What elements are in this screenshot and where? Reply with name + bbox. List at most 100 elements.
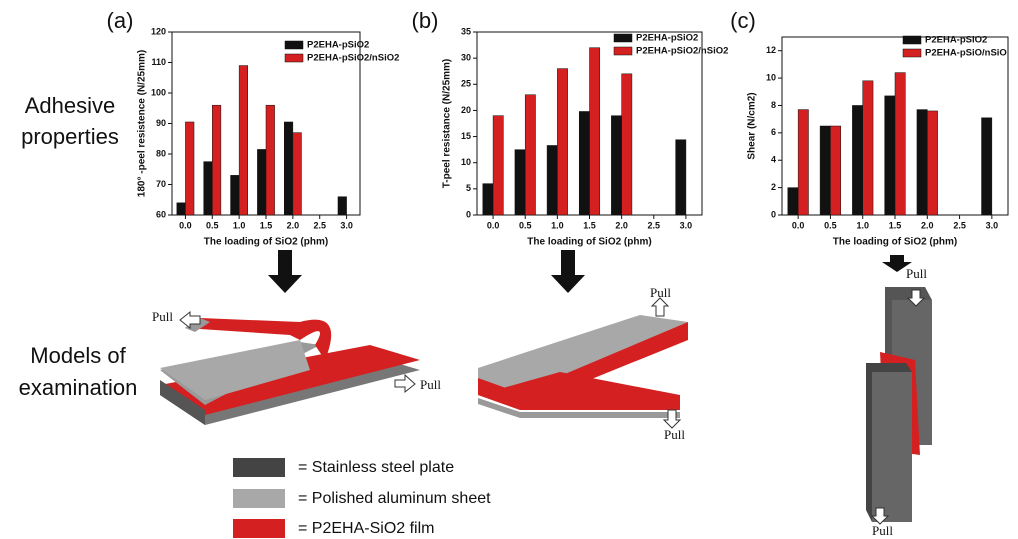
x-tick-label: 2.5: [648, 220, 661, 230]
bar: [676, 140, 686, 215]
y-tick-label: 120: [151, 26, 166, 36]
bar: [579, 111, 589, 215]
bar: [338, 197, 347, 215]
bar: [863, 81, 873, 215]
y-axis-label: T-peel resistance (N/25mm): [442, 59, 453, 189]
y-tick-label: 0: [771, 209, 776, 219]
bar: [515, 150, 525, 215]
panel-label: (c): [730, 8, 756, 33]
bar: [611, 116, 621, 215]
model-c: [866, 287, 932, 522]
y-tick-label: 80: [156, 148, 166, 158]
y-tick-label: 4: [771, 155, 776, 165]
bar: [895, 73, 905, 215]
x-tick-label: 1.5: [583, 220, 596, 230]
legend-swatch: [285, 54, 303, 62]
x-tick-label: 2.5: [313, 220, 326, 230]
y-tick-label: 90: [156, 118, 166, 128]
row-label: examination: [19, 375, 138, 400]
material-swatch: [233, 489, 285, 508]
pull-label: Pull: [420, 377, 441, 392]
x-axis-label: The loading of SiO2 (phm): [527, 237, 651, 248]
pull-label: Pull: [152, 309, 173, 324]
legend-swatch: [903, 36, 921, 44]
x-tick-label: 3.0: [986, 220, 999, 230]
model-b: [478, 315, 688, 418]
y-tick-label: 15: [461, 131, 471, 141]
bar: [231, 175, 240, 215]
y-tick-label: 12: [766, 45, 776, 55]
row-label: properties: [21, 124, 119, 149]
bar: [885, 96, 895, 215]
y-axis-label: 180° -peel resistence (N/25mm): [137, 50, 148, 197]
material-swatch: [233, 519, 285, 538]
bar: [493, 116, 503, 215]
bar: [982, 118, 992, 215]
x-tick-label: 1.0: [233, 220, 246, 230]
bar: [284, 122, 293, 215]
bar: [177, 203, 186, 215]
pull-label: Pull: [906, 266, 927, 281]
bar: [204, 162, 213, 215]
pull-label: Pull: [664, 427, 685, 442]
figure: Adhesive properties Models of examinatio…: [0, 0, 1018, 539]
bar: [212, 105, 221, 215]
y-tick-label: 35: [461, 26, 471, 36]
x-tick-label: 3.0: [340, 220, 353, 230]
x-tick-label: 0.5: [206, 220, 219, 230]
material-label: = Polished aluminum sheet: [298, 490, 491, 507]
bar: [788, 188, 798, 215]
material-label: = Stainless steel plate: [298, 459, 454, 476]
x-tick-label: 1.5: [260, 220, 273, 230]
bar: [820, 126, 830, 215]
row-label: Adhesive: [25, 93, 116, 118]
x-tick-label: 0.0: [487, 220, 500, 230]
y-tick-label: 110: [151, 57, 166, 67]
bar: [830, 126, 840, 215]
legend-label: P2EHA-pSiO2: [636, 33, 698, 44]
y-tick-label: 25: [461, 79, 471, 89]
row-label: Models of: [30, 343, 126, 368]
bar: [266, 105, 275, 215]
y-tick-label: 70: [156, 179, 166, 189]
x-tick-label: 1.5: [889, 220, 902, 230]
bar: [622, 74, 632, 215]
bar: [798, 110, 808, 215]
legend-swatch: [614, 34, 632, 42]
material-label: = P2EHA-SiO2 film: [298, 520, 434, 537]
pull-label: Pull: [650, 285, 671, 300]
legend-label: P2EHA-pSiO2: [307, 40, 369, 51]
bar: [547, 145, 557, 215]
bar: [917, 110, 927, 215]
x-tick-label: 1.0: [551, 220, 564, 230]
x-tick-label: 1.0: [856, 220, 869, 230]
x-tick-label: 2.5: [953, 220, 966, 230]
x-tick-label: 0.5: [824, 220, 837, 230]
legend-label: P2EHA-pSiO2/nSiO2: [636, 46, 728, 57]
x-tick-label: 2.0: [615, 220, 628, 230]
x-tick-label: 2.0: [287, 220, 300, 230]
model-a: [160, 318, 420, 425]
bar: [525, 95, 535, 215]
bar: [257, 149, 266, 215]
bar: [927, 111, 937, 215]
y-tick-label: 100: [151, 87, 166, 97]
x-tick-label: 3.0: [680, 220, 693, 230]
y-tick-label: 0: [466, 209, 471, 219]
y-tick-label: 8: [771, 100, 776, 110]
y-tick-label: 20: [461, 105, 471, 115]
bar: [852, 105, 862, 215]
x-tick-label: 0.5: [519, 220, 532, 230]
y-tick-label: 5: [466, 183, 471, 193]
legend-swatch: [903, 49, 921, 57]
x-axis-label: The loading of SiO2 (phm): [204, 237, 328, 248]
legend-label: P2EHA-pSiO2: [925, 35, 987, 46]
bar: [185, 122, 194, 215]
x-tick-label: 0.0: [792, 220, 805, 230]
y-tick-label: 10: [766, 72, 776, 82]
pull-label: Pull: [872, 523, 893, 538]
x-tick-label: 0.0: [179, 220, 192, 230]
legend-swatch: [285, 41, 303, 49]
x-axis-label: The loading of SiO2 (phm): [833, 237, 957, 248]
y-axis-label: Shear (N/cm2): [747, 92, 758, 159]
